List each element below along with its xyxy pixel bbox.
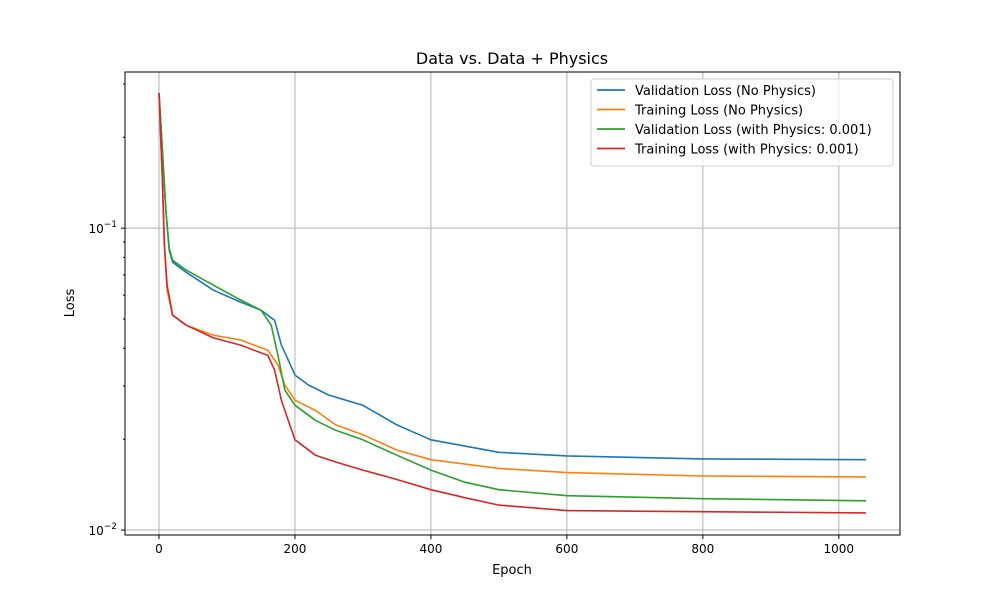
y-tick-label: 10−2 (88, 522, 117, 538)
legend-label: Training Loss (No Physics) (634, 104, 803, 119)
series-line-2 (158, 93, 867, 502)
series-line-3 (158, 93, 867, 514)
legend-label: Validation Loss (No Physics) (635, 84, 816, 99)
x-tick-label: 1000 (824, 542, 855, 556)
series-lines (158, 93, 867, 514)
y-tick-base: 10 (88, 222, 103, 236)
x-tick-label: 0 (155, 542, 163, 556)
y-tick-label: 10−1 (88, 220, 117, 236)
y-tick-exponent: −1 (104, 220, 117, 230)
x-tick-label: 400 (419, 542, 442, 556)
y-tick-base: 10 (88, 524, 103, 538)
x-axis-label: Epoch (492, 563, 532, 578)
legend: Validation Loss (No Physics) Training Los… (590, 78, 894, 167)
x-tick-label: 600 (555, 542, 578, 556)
y-axis-label: Loss (63, 289, 78, 318)
legend-label: Validation Loss (with Physics: 0.001) (635, 123, 872, 138)
x-tick-label: 800 (691, 542, 714, 556)
y-tick-exponent: −2 (104, 522, 117, 532)
plot-frame (124, 71, 901, 536)
legend-label: Training Loss (with Physics: 0.001) (634, 143, 859, 158)
x-tick-label: 200 (284, 542, 307, 556)
chart-title: Data vs. Data + Physics (416, 49, 608, 68)
legend-box (590, 78, 894, 167)
